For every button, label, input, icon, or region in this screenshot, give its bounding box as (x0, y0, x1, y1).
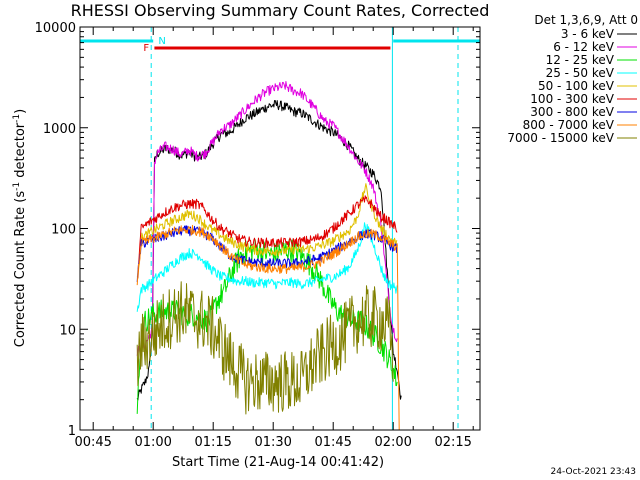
series-lines (136, 81, 402, 431)
legend-header: Det 1,3,6,9, Att 0 (534, 13, 638, 27)
legend-label-7: 800 - 7000 keV (523, 118, 615, 132)
y-axis-label-sup1: -1 (12, 182, 22, 191)
x-tick-label-5: 02:00 (374, 435, 411, 450)
x-axis-label: Start Time (21-Aug-14 00:41:42) (172, 455, 384, 470)
y-tick-label-4: 10000 (35, 21, 76, 36)
flare-flag-label: F (143, 43, 149, 54)
y-tick-label-0: 1 (68, 424, 76, 439)
legend-label-0: 3 - 6 keV (561, 27, 615, 41)
y-tick-label-3: 1000 (43, 122, 76, 137)
x-tick-label-3: 01:30 (254, 435, 291, 450)
y-axis-label-mid: detector (13, 122, 28, 182)
series-line-4 (136, 183, 398, 279)
y-axis-label-post: ) (13, 109, 28, 114)
x-tick-label-6: 02:15 (434, 435, 471, 450)
y-axis-label: Corrected Count Rate (s-1 detector-1) (12, 109, 28, 347)
legend-label-8: 7000 - 15000 keV (507, 131, 614, 145)
y-axis-label-sup2: -1 (12, 114, 22, 123)
legend-label-3: 25 - 50 keV (546, 66, 615, 80)
legend-label-2: 12 - 25 keV (546, 53, 615, 67)
x-tick-label-1: 01:00 (134, 435, 171, 450)
generated-timestamp: 24-Oct-2021 23:43 (551, 467, 636, 477)
x-tick-label-0: 00:45 (74, 435, 111, 450)
plot-axes: 1 10 100 1000 10000 00:45 01:00 01:15 01:30 01:45… (35, 21, 481, 450)
chart-title: RHESSI Observing Summary Count Rates, Co… (71, 1, 490, 20)
series-line-8 (136, 281, 394, 415)
legend-label-1: 6 - 12 keV (553, 40, 615, 54)
y-tick-label-1: 10 (59, 323, 76, 338)
x-tick-label-2: 01:15 (194, 435, 231, 450)
series-line-3 (136, 222, 398, 312)
y-tick-label-2: 100 (51, 223, 76, 238)
night-flag-label: N (158, 36, 165, 47)
series-line-5 (136, 195, 398, 278)
x-tick-label-4: 01:45 (314, 435, 351, 450)
y-axis-label-pre: Corrected Count Rate (s (13, 191, 28, 348)
series-line-7 (136, 224, 400, 431)
legend-label-6: 300 - 800 keV (530, 105, 614, 119)
legend-label-4: 50 - 100 keV (538, 79, 615, 93)
legend-label-5: 100 - 300 keV (530, 92, 614, 106)
series-line-1 (136, 81, 398, 356)
